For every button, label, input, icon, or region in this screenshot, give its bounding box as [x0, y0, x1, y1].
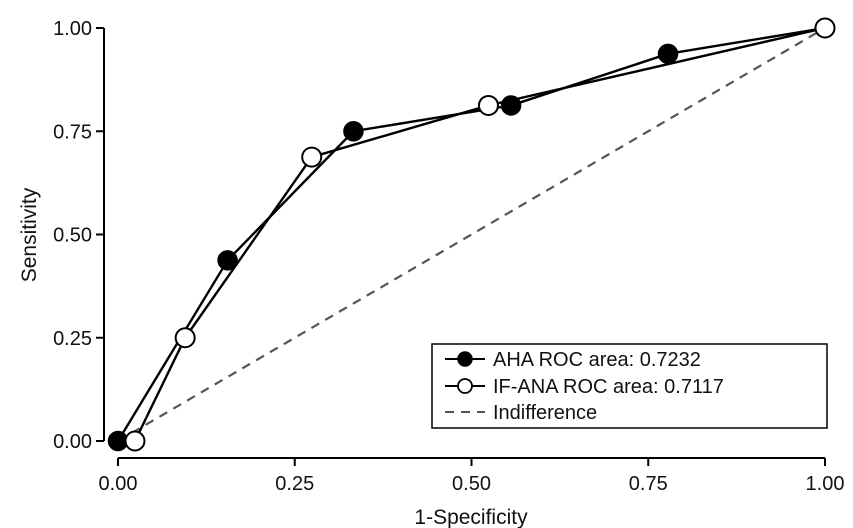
point-ifana: [124, 430, 146, 452]
x-tick-label: 1.00: [806, 473, 845, 495]
x-tick-label: 0.75: [629, 473, 668, 495]
legend-label-aha: AHA ROC area: 0.7232: [493, 349, 701, 371]
point-ifana: [301, 146, 323, 168]
point-aha: [343, 121, 364, 142]
point-ifana: [477, 94, 499, 116]
y-tick-label: 0.75: [53, 121, 92, 143]
legend: AHA ROC area: 0.7232 IF-ANA ROC area: 0.…: [431, 343, 828, 429]
point-aha: [217, 250, 238, 271]
axes: 0.00 0.25 0.50 0.75 1.00 0.00 0.25 0.50 0.75 1.00: [53, 18, 844, 495]
point-ifana: [174, 327, 196, 349]
x-tick-label: 0.25: [275, 473, 314, 495]
y-axis-title: Sensitivity: [18, 187, 41, 282]
point-ifana: [814, 17, 836, 39]
legend-marker-aha: [457, 351, 473, 367]
y-tick-label: 1.00: [53, 18, 92, 40]
point-aha: [657, 43, 679, 65]
legend-label-ifana: IF-ANA ROC area: 0.7117: [493, 376, 724, 398]
point-aha: [500, 95, 522, 116]
x-tick-label: 0.50: [452, 473, 491, 495]
y-tick-label: 0.00: [53, 431, 92, 453]
y-tick-label: 0.50: [53, 225, 92, 247]
series-line-indifference: [117, 27, 826, 442]
legend-label-indifference: Indifference: [493, 402, 597, 424]
x-tick-label: 0.00: [99, 473, 138, 495]
x-axis-title: 1-Specificity: [414, 506, 528, 528]
legend-marker-ifana: [457, 378, 473, 394]
plot-area: [107, 17, 836, 452]
legend-box: [431, 343, 828, 429]
y-tick-label: 0.25: [53, 328, 92, 350]
series-line-aha: [116, 26, 826, 442]
